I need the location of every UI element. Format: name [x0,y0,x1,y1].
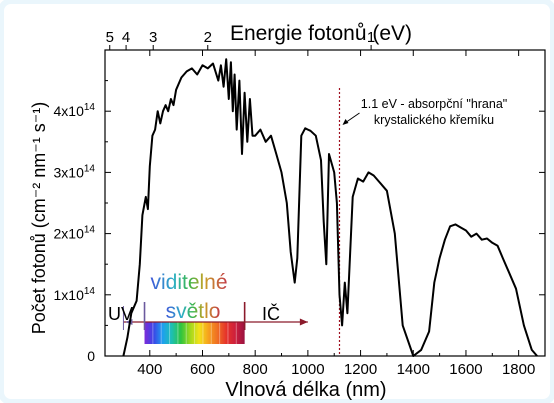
x-tick-label: 800 [243,361,268,378]
x-tick-label: 1600 [449,361,482,378]
top-tick-label: 1 [367,29,375,46]
y-tick-label: 4x1014 [54,102,96,119]
uv-label: UV [108,304,133,324]
ir-arrowhead [299,318,308,326]
top-axis-label: Energie fotonů (eV) [230,22,412,45]
x-tick-label: 400 [137,361,162,378]
top-tick-label: 5 [106,29,114,46]
absorption-edge-annotation: 1.1 eV - absorpční "hrana" krystalického… [361,97,507,127]
x-tick-label: 600 [190,361,215,378]
spectrum-series-line [122,58,538,357]
top-tick-label: 2 [204,29,212,46]
y-tick-label: 0 [87,348,95,364]
x-tick-label: 1200 [344,361,377,378]
y-axis-label: Počet fotonů (cm⁻² nm⁻¹ s⁻¹) [29,102,49,335]
annotation-arrowhead [342,119,349,125]
top-tick-label: 3 [149,29,157,46]
ir-label: IČ [262,303,280,324]
top-tick-label: 4 [122,29,130,46]
x-axis-label: Vlnová délka (nm) [225,379,386,401]
visible-spectrum-bar [144,322,245,344]
y-tick-label: 1x1014 [54,286,96,303]
x-tick-label: 1000 [291,361,324,378]
annotation-line-1: 1.1 eV - absorpční "hrana" [361,97,507,111]
x-tick-label: 1400 [397,361,430,378]
y-tick-label: 3x1014 [54,163,96,180]
visible-label-line2: světlo [166,300,221,323]
y-tick-label: 2x1014 [54,225,96,242]
x-tick-label: 1800 [502,361,535,378]
visible-label-line1: viditelné [150,271,227,294]
annotation-line-2: krystalického křemíku [374,113,494,127]
